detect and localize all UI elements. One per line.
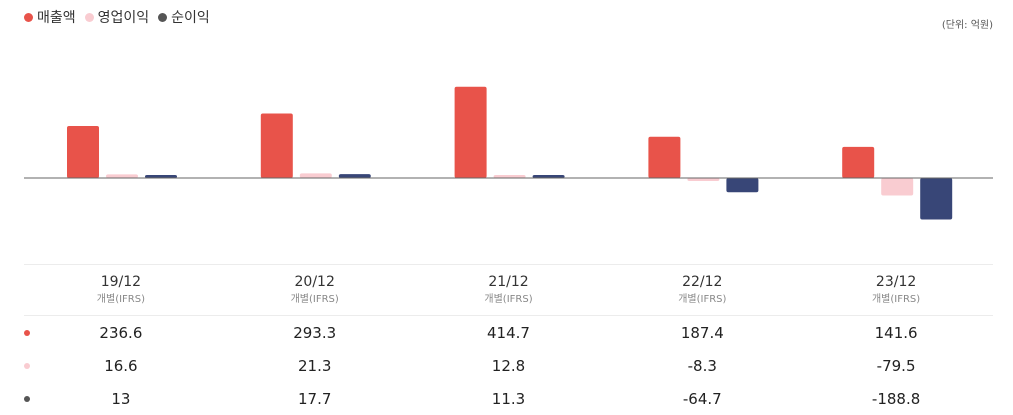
- legend-dot-net-income: [158, 12, 168, 22]
- period-label: 21/12: [488, 274, 529, 290]
- table-row-operating-profit: 16.6 21.3 12.8 -8.3 -79.5: [24, 349, 993, 382]
- legend-dot-operating-profit: [84, 12, 94, 22]
- table-cell: -188.8: [871, 389, 921, 408]
- period-header-23-12: 23/12 개별(IFRS): [799, 265, 993, 315]
- legend-label-revenue: 매출액: [37, 10, 76, 26]
- data-rows: 236.6 293.3 414.7 187.4 141.6 16.6 21.3 12.8 -8.…: [24, 316, 993, 415]
- table-cell: 293.3: [293, 323, 337, 342]
- bar-net-income-20-12[interactable]: [338, 174, 371, 178]
- legend-item-operating-profit[interactable]: 영업이익: [84, 7, 150, 27]
- bar-revenue-21-12[interactable]: [454, 86, 487, 178]
- bar-operating-profit-21-12[interactable]: [493, 175, 526, 178]
- period-label: 20/12: [294, 274, 335, 290]
- table-row-revenue: 236.6 293.3 414.7 187.4 141.6: [24, 316, 993, 349]
- bar-chart-plot: [24, 86, 993, 220]
- period-sublabel: 개별(IFRS): [290, 294, 339, 305]
- legend-item-revenue[interactable]: 매출액: [24, 7, 76, 27]
- bar-operating-profit-23-12[interactable]: [881, 178, 914, 196]
- bar-revenue-20-12[interactable]: [260, 113, 293, 178]
- row-dot-revenue: [24, 329, 30, 336]
- table-cell: -79.5: [876, 356, 916, 375]
- table-cell: 187.4: [680, 323, 724, 342]
- table-cell: 13: [111, 389, 131, 408]
- table-cell: 21.3: [297, 356, 332, 375]
- legend-label-operating-profit: 영업이익: [97, 10, 150, 26]
- legend-label-net-income: 순이익: [171, 10, 210, 26]
- period-label: 22/12: [682, 274, 723, 290]
- period-header-22-12: 22/12 개별(IFRS): [605, 265, 799, 315]
- period-label: 23/12: [875, 274, 917, 290]
- table-cell: 236.6: [99, 323, 143, 342]
- table-cell: 414.7: [487, 323, 530, 342]
- bar-net-income-22-12[interactable]: [726, 178, 759, 193]
- period-header-20-12: 20/12 개별(IFRS): [218, 265, 412, 315]
- period-header-row: 19/12 개별(IFRS) 20/12 개별(IFRS) 21/12 개별(IFRS) 2…: [24, 264, 993, 316]
- bar-net-income-19-12[interactable]: [145, 175, 177, 178]
- table-cell: 16.6: [104, 356, 138, 375]
- row-dot-net-income: [24, 395, 30, 402]
- bar-revenue-23-12[interactable]: [842, 146, 875, 178]
- table-cell: -8.3: [687, 356, 717, 375]
- bar-operating-profit-19-12[interactable]: [106, 174, 138, 178]
- period-header-19-12: 19/12 개별(IFRS): [24, 265, 218, 315]
- period-sublabel: 개별(IFRS): [96, 294, 145, 305]
- table-cell: -64.7: [682, 389, 722, 408]
- bar-revenue-19-12[interactable]: [67, 125, 99, 178]
- unit-label: (단위: 억원): [941, 20, 993, 31]
- bar-revenue-22-12[interactable]: [648, 136, 681, 178]
- table-cell: 141.6: [874, 323, 918, 342]
- bar-operating-profit-20-12[interactable]: [299, 173, 332, 178]
- chart-legend: 매출액 영업이익 순이익: [24, 7, 219, 27]
- table-cell: 12.8: [491, 356, 526, 375]
- period-sublabel: 개별(IFRS): [678, 294, 727, 305]
- table-cell: 11.3: [491, 389, 526, 408]
- financial-data-table: 19/12 개별(IFRS) 20/12 개별(IFRS) 21/12 개별(IFRS) 2…: [24, 264, 993, 415]
- legend-dot-revenue: [24, 12, 33, 22]
- table-cell: 17.7: [297, 389, 332, 408]
- period-header-21-12: 21/12 개별(IFRS): [412, 265, 606, 315]
- period-label: 19/12: [100, 274, 142, 290]
- period-sublabel: 개별(IFRS): [871, 294, 921, 305]
- bar-net-income-23-12[interactable]: [920, 178, 953, 220]
- row-dot-operating-profit: [24, 362, 30, 369]
- period-sublabel: 개별(IFRS): [484, 294, 533, 305]
- table-row-net-income: 13 17.7 11.3 -64.7 -188.8: [24, 382, 993, 415]
- bar-operating-profit-22-12[interactable]: [687, 178, 720, 181]
- legend-item-net-income[interactable]: 순이익: [158, 7, 210, 27]
- bar-net-income-21-12[interactable]: [532, 175, 565, 178]
